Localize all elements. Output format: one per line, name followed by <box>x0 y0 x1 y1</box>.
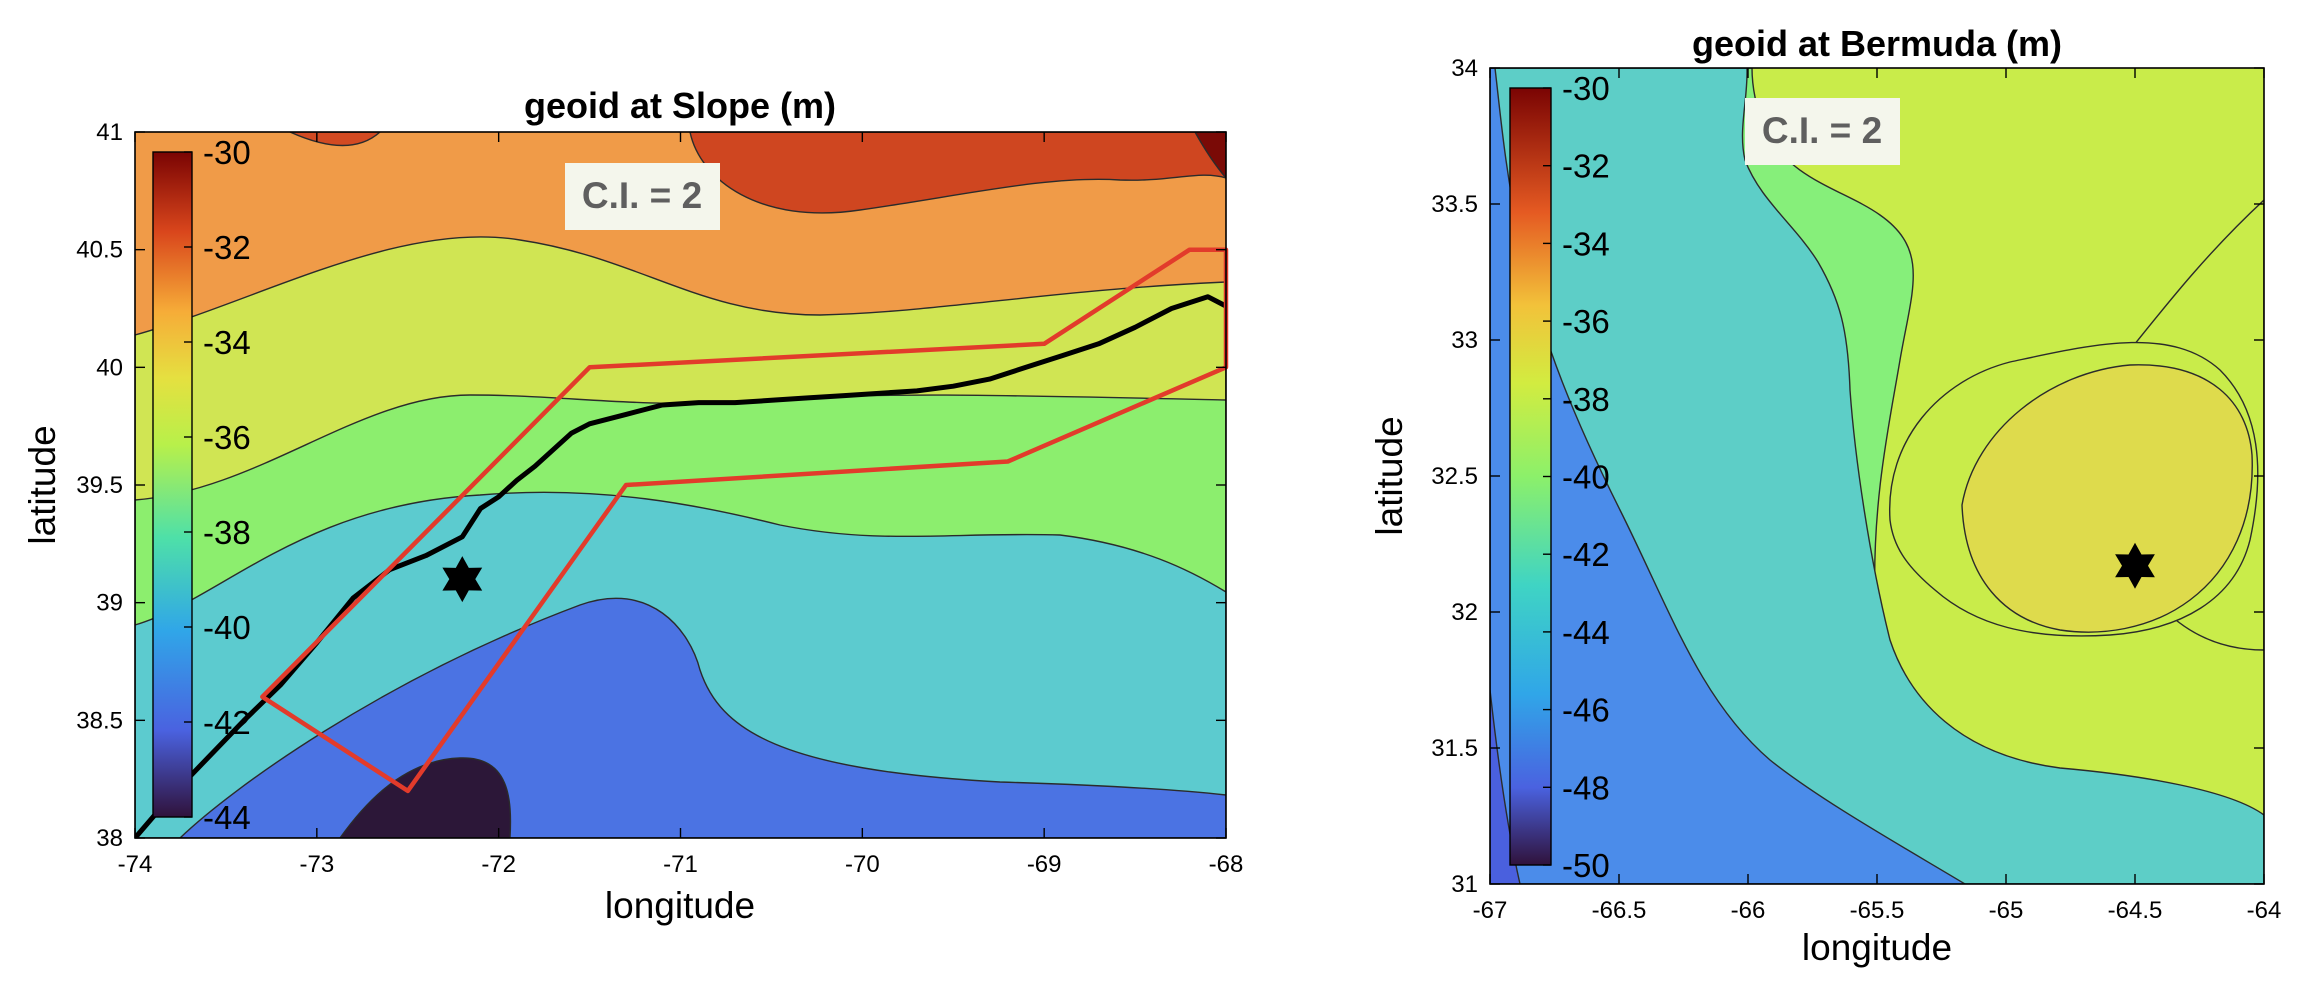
colorbar-tick-label: -36 <box>203 419 251 456</box>
colorbar-tick-label: -44 <box>203 799 251 836</box>
bermuda-star-marker <box>2115 542 2155 589</box>
colorbar-tick-label: -40 <box>1562 459 1610 496</box>
x-tick-label: -64 <box>2247 897 2282 924</box>
slope-level-32-small <box>289 132 382 147</box>
y-tick-label: 41 <box>96 119 123 146</box>
slope-xlabel: longitude <box>605 885 755 926</box>
colorbar-tick-label: -32 <box>1562 148 1610 185</box>
x-tick-label: -69 <box>1027 851 1062 878</box>
x-tick-label: -65 <box>1989 897 2024 924</box>
bermuda-ylabel: latitude <box>1369 416 1410 535</box>
colorbar-tick-label: -30 <box>203 134 251 171</box>
colorbar-tick-label: -50 <box>1562 847 1610 884</box>
slope-colorbar-ticks: -30 -32 -34 -36 -38 -40 -42 -44 <box>184 134 251 836</box>
bermuda-x-ticks: -67 -66.5 -66 -65.5 -65 -64.5 -64 <box>1473 68 2282 924</box>
bermuda-contour-field <box>1490 68 2264 884</box>
y-tick-label: 31 <box>1451 871 1478 898</box>
colorbar-tick-label: -42 <box>203 704 251 741</box>
bermuda-y-ticks: 31 31.5 32 32.5 33 33.5 34 <box>1431 55 2264 898</box>
colorbar-tick-label: -48 <box>1562 769 1610 806</box>
slope-y-ticks: 38 38.5 39 39.5 40 40.5 41 <box>76 119 1226 852</box>
y-tick-label: 33.5 <box>1431 191 1478 218</box>
y-tick-label: 40 <box>96 354 123 381</box>
slope-level-30 <box>1194 132 1226 180</box>
slope-level-44 <box>339 757 512 838</box>
slope-level-32 <box>689 132 1226 214</box>
y-tick-label: 31.5 <box>1431 735 1478 762</box>
colorbar-tick-label: -34 <box>203 324 251 361</box>
y-tick-label: 32.5 <box>1431 463 1478 490</box>
x-tick-label: -66 <box>1731 897 1766 924</box>
x-tick-label: -70 <box>845 851 880 878</box>
y-tick-label: 38 <box>96 825 123 852</box>
y-tick-label: 32 <box>1451 599 1478 626</box>
slope-panel: geoid at Slope (m) -74 -73 -72 -71 -70 -69 -68… <box>22 85 1243 926</box>
colorbar-tick-label: -36 <box>1562 303 1610 340</box>
bermuda-ci-box <box>1745 98 1900 165</box>
y-tick-label: 34 <box>1451 55 1478 82</box>
slope-title: geoid at Slope (m) <box>524 85 836 126</box>
bermuda-colorbar-ticks: -30 -32 -34 -36 -38 -40 -42 -44 -46 -48 -50 <box>1543 70 1610 884</box>
y-tick-label: 40.5 <box>76 237 123 264</box>
colorbar-tick-label: -40 <box>203 609 251 646</box>
x-tick-label: -73 <box>299 851 334 878</box>
y-tick-label: 38.5 <box>76 707 123 734</box>
colorbar-tick-label: -38 <box>1562 381 1610 418</box>
x-tick-label: -71 <box>663 851 698 878</box>
slope-star-marker <box>442 556 483 603</box>
x-tick-label: -67 <box>1473 897 1508 924</box>
x-tick-label: -68 <box>1209 851 1244 878</box>
x-tick-label: -66.5 <box>1592 897 1647 924</box>
slope-ci-label: C.I. = 2 <box>582 175 702 216</box>
colorbar-tick-label: -34 <box>1562 225 1610 262</box>
y-tick-label: 33 <box>1451 327 1478 354</box>
y-tick-label: 39 <box>96 590 123 617</box>
bermuda-panel: geoid at Bermuda (m) -67 -66.5 -66 -65.5 -65… <box>1369 23 2281 968</box>
slope-contour-field <box>135 132 1226 838</box>
slope-ylabel: latitude <box>22 425 63 544</box>
colorbar-tick-label: -42 <box>1562 536 1610 573</box>
slope-colorbar <box>152 151 193 818</box>
slope-ci-box <box>565 163 720 230</box>
colorbar-tick-label: -32 <box>203 229 251 266</box>
bermuda-ci-label: C.I. = 2 <box>1762 110 1882 151</box>
x-tick-label: -74 <box>118 851 153 878</box>
colorbar-tick-label: -38 <box>203 514 251 551</box>
colorbar-tick-label: -44 <box>1562 614 1610 651</box>
x-tick-label: -65.5 <box>1850 897 1905 924</box>
colorbar-tick-label: -46 <box>1562 692 1610 729</box>
bermuda-level-48 <box>1490 689 1521 884</box>
bermuda-title: geoid at Bermuda (m) <box>1692 23 2062 64</box>
slope-black-track <box>135 294 1226 838</box>
y-tick-label: 39.5 <box>76 472 123 499</box>
bermuda-level-38 <box>1961 364 2253 633</box>
x-tick-label: -72 <box>481 851 516 878</box>
x-tick-label: -64.5 <box>2108 897 2163 924</box>
slope-x-ticks: -74 -73 -72 -71 -70 -69 -68 <box>118 132 1244 878</box>
colorbar-tick-label: -30 <box>1562 70 1610 107</box>
bermuda-xlabel: longitude <box>1802 927 1952 968</box>
